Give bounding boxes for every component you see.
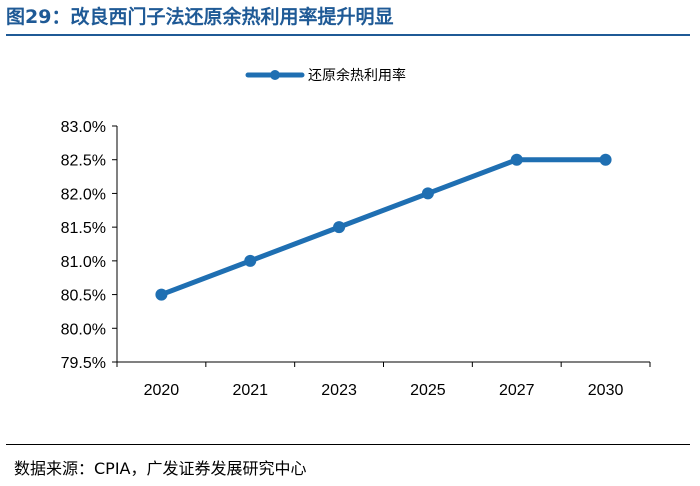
source-note: 数据来源：CPIA，广发证券发展研究中心: [14, 459, 307, 478]
y-tick-label: 81.5%: [61, 220, 106, 237]
y-tick-label: 82.5%: [61, 153, 106, 170]
figure-title: 图29：改良西门子法还原余热利用率提升明显: [6, 6, 394, 28]
line-chart: 还原余热利用率 79.5% 80.0% 80.5% 81.0% 81.5% 82.0% 82…: [61, 67, 651, 399]
data-point: [421, 187, 434, 200]
legend: 还原余热利用率: [245, 67, 406, 84]
y-tick-label: 82.0%: [61, 186, 106, 203]
y-tick-label: 81.0%: [61, 254, 106, 271]
legend-point-marker: [270, 70, 280, 80]
title-rule: [6, 34, 690, 36]
data-point: [599, 153, 612, 166]
y-tick-label: 80.5%: [61, 288, 106, 305]
series-line: [158, 157, 609, 298]
legend-label: 还原余热利用率: [308, 67, 406, 84]
data-point: [333, 221, 346, 234]
x-tick-label: 2027: [499, 382, 535, 399]
y-axis-ticks: 79.5% 80.0% 80.5% 81.0% 81.5% 82.0% 82.5% 83.0%: [61, 119, 117, 372]
data-point: [155, 288, 168, 301]
x-tick-label: 2021: [232, 382, 268, 399]
x-tick-label: 2030: [588, 382, 624, 399]
y-tick-label: 80.0%: [61, 321, 106, 338]
x-tick-label: 2020: [144, 382, 180, 399]
y-tick-label: 83.0%: [61, 119, 106, 136]
series-layer: [155, 153, 612, 301]
data-point: [510, 153, 523, 166]
y-tick-label: 79.5%: [61, 355, 106, 372]
x-axis-ticks: 2020 2021 2023 2025 2027 2030: [116, 362, 651, 399]
x-tick-label: 2025: [410, 382, 446, 399]
data-point: [244, 254, 257, 267]
footer-rule: [6, 444, 690, 445]
x-tick-label: 2023: [321, 382, 357, 399]
